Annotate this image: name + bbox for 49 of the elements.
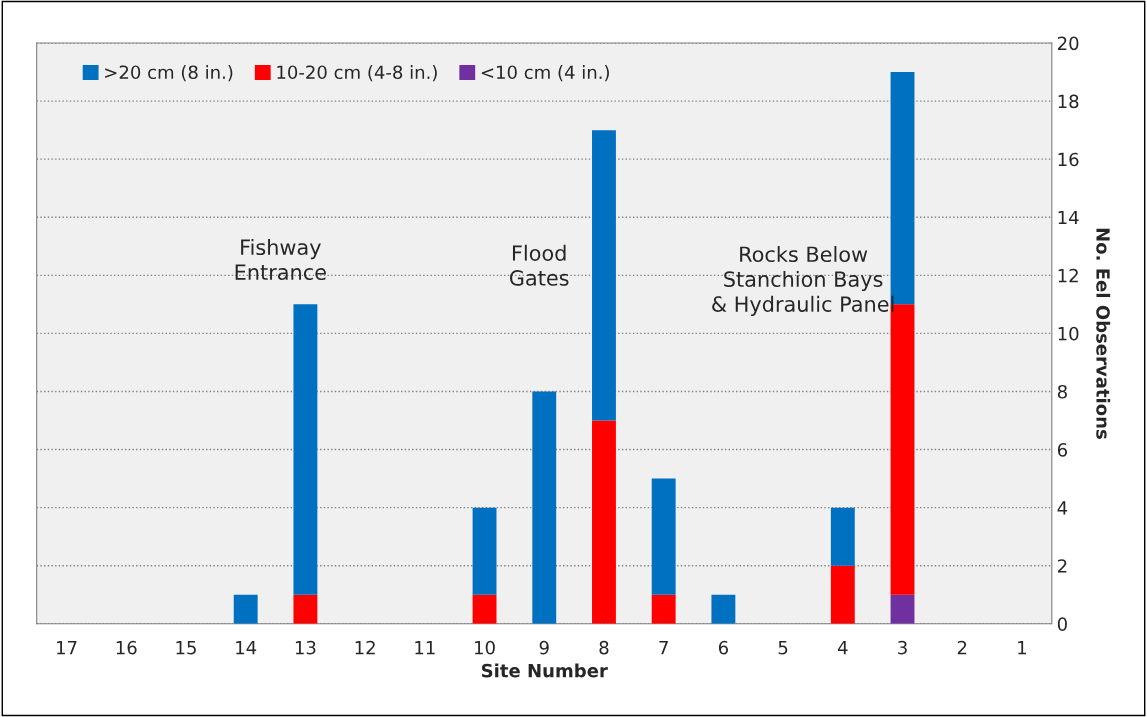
x-tick-label: 10: [475, 640, 495, 655]
bar: [293, 594, 318, 624]
x-tick-label: 11: [415, 641, 435, 655]
bar: [233, 594, 258, 624]
bar: [532, 391, 557, 624]
annotation: Flood Gates: [509, 244, 569, 286]
bar: [830, 565, 855, 624]
bar: [890, 594, 915, 624]
y-tick-label: 18: [1058, 94, 1079, 109]
y-tick-label: 20: [1057, 36, 1079, 51]
y-tick-label: 8: [1057, 384, 1067, 399]
x-tick-label: 13: [295, 640, 316, 655]
x-tick-label: 2: [957, 640, 967, 655]
x-tick-label: 15: [176, 641, 196, 655]
bar: [293, 304, 318, 595]
legend-label: 10-20 cm (4-8 in.): [277, 65, 437, 82]
x-tick-label: 4: [837, 641, 848, 655]
legend-label: <10 cm (4 in.): [481, 65, 609, 82]
x-tick-label: 9: [539, 640, 549, 655]
x-tick-label: 6: [718, 640, 728, 655]
x-tick-label: 1: [1018, 641, 1027, 655]
y-tick-label: 0: [1057, 617, 1067, 631]
y-tick-label: 2: [1057, 559, 1067, 573]
annotation: Fishway Entrance: [235, 238, 326, 280]
bar: [592, 130, 616, 421]
y-tick-label: 14: [1058, 210, 1079, 225]
bar: [651, 594, 676, 624]
x-tick-label: 12: [355, 640, 375, 655]
x-tick-label: 3: [898, 640, 907, 655]
legend-label: >20 cm (8 in.): [105, 65, 233, 82]
y-tick-label: 10: [1058, 326, 1079, 341]
bar: [472, 594, 497, 624]
y-axis-title: No. Eel Observations: [1096, 228, 1111, 439]
x-tick-label: 14: [236, 641, 257, 655]
x-axis-title: Site Number: [481, 663, 608, 678]
bar: [830, 507, 855, 566]
y-tick-label: 12: [1058, 268, 1078, 283]
bar: [711, 594, 736, 624]
x-tick-label: 16: [116, 640, 137, 655]
x-tick-label: 8: [599, 640, 609, 655]
bar: [472, 507, 497, 595]
bar: [592, 420, 616, 624]
bar: [651, 478, 676, 595]
y-tick-label: 16: [1058, 152, 1079, 167]
x-tick-label: 5: [778, 641, 788, 655]
x-tick-label: 7: [659, 641, 668, 655]
y-tick-label: 4: [1057, 501, 1068, 515]
y-tick-label: 6: [1057, 443, 1068, 457]
x-tick-label: 17: [57, 641, 77, 655]
